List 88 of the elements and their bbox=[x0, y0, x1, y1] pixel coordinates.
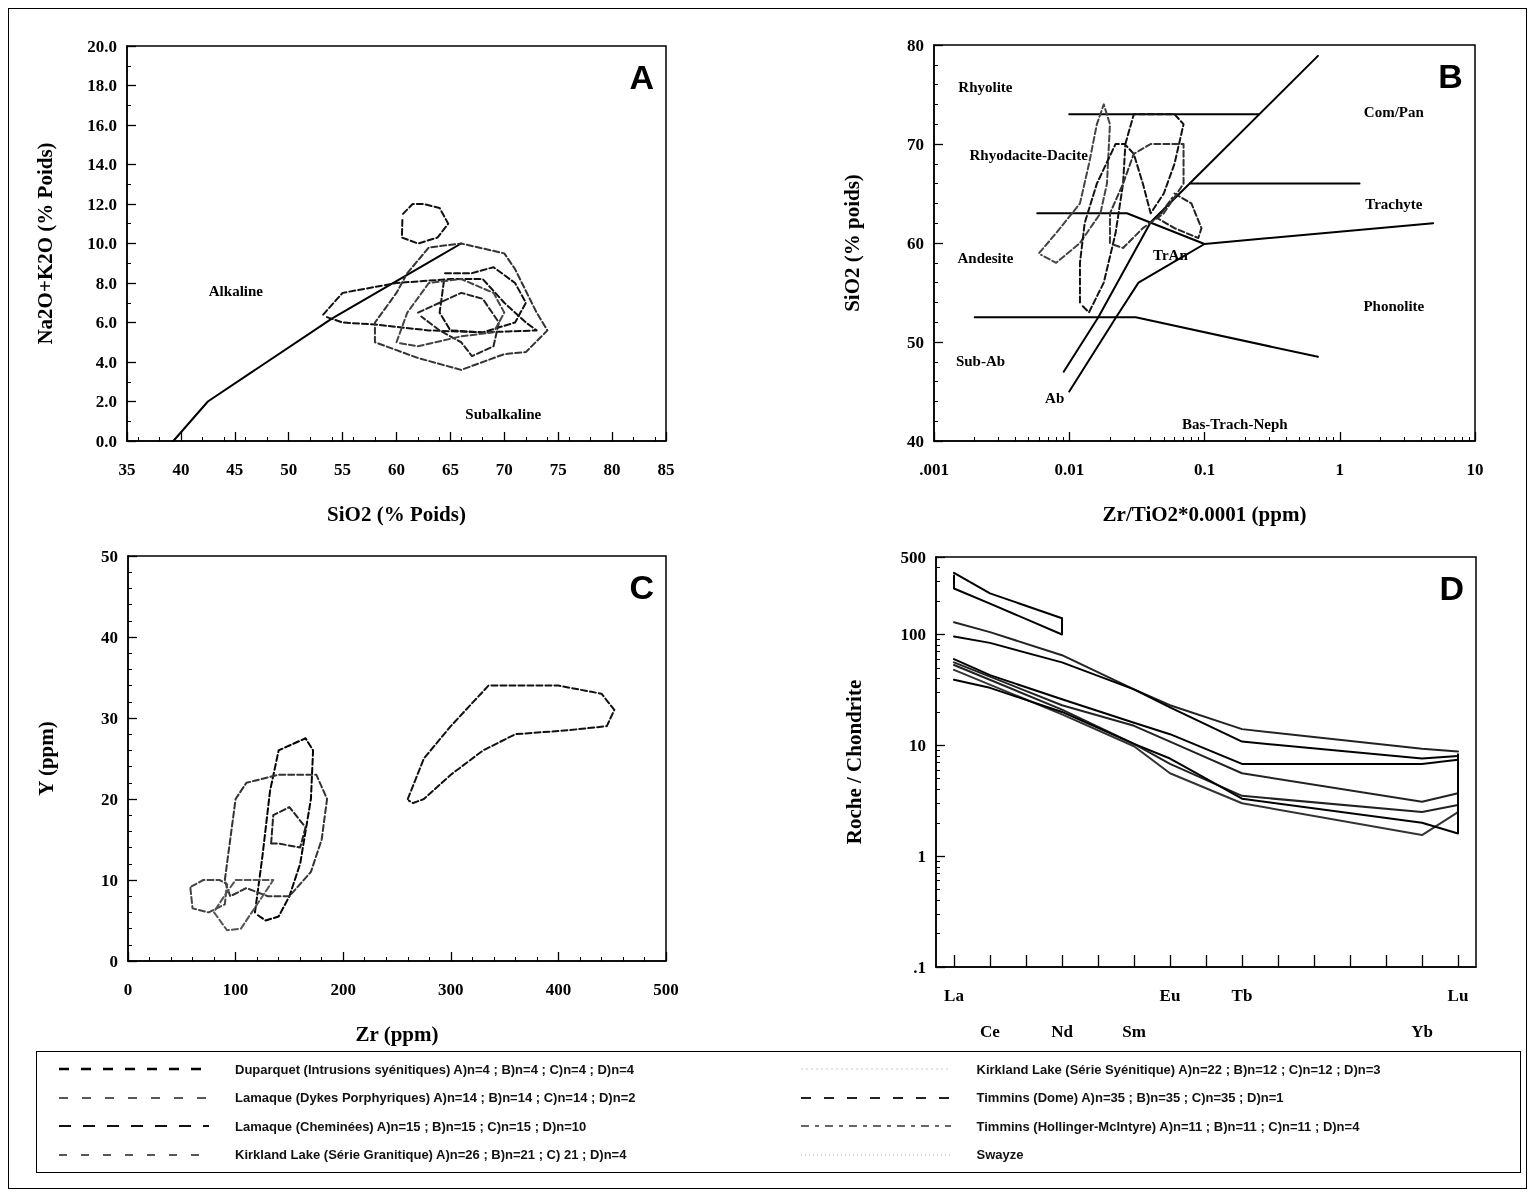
y-tick-label: 20 bbox=[101, 789, 118, 809]
annotation: D bbox=[1439, 569, 1464, 608]
x-tick-label: 0.01 bbox=[1054, 459, 1085, 479]
y-tick-label: 40 bbox=[101, 627, 118, 647]
y-tick-label: 40 bbox=[907, 431, 924, 451]
x-tick-label: .001 bbox=[919, 459, 949, 479]
y-axis-title: Y (ppm) bbox=[33, 721, 58, 796]
y-tick-label: 10 bbox=[101, 870, 118, 890]
x-tick-label: 75 bbox=[549, 459, 567, 479]
annotation: Bas-Trach-Neph bbox=[1182, 415, 1289, 432]
x-tick-label: 0 bbox=[123, 979, 133, 999]
text: Lamaque (Dykes Porphyriques) A)n=14 ; B)n=14 ; C)n=14 ; D)n=2 bbox=[235, 1090, 636, 1106]
annotation: C bbox=[629, 567, 655, 606]
x-tick-label: 40 bbox=[172, 459, 190, 479]
x-tick-label: 50 bbox=[280, 459, 298, 479]
x-tick-label: 70 bbox=[495, 459, 513, 479]
x-tick-label: 60 bbox=[388, 459, 405, 479]
y-tick-label: 10 bbox=[909, 735, 926, 755]
text: Kirkland Lake (Série Syénitique) A)n=22 ; B)n=12 ; C)n=12 ; D)n=3 bbox=[976, 1061, 1381, 1077]
text: Lamaque (Cheminées) A)n=15 ; B)n=15 ; C)n=15 ; D)n=10 bbox=[235, 1118, 587, 1134]
y-tick-label: 16.0 bbox=[87, 115, 117, 135]
x-tick-label: 55 bbox=[334, 459, 352, 479]
y-tick-label: 70 bbox=[907, 134, 924, 154]
x-tick-label: Tb bbox=[1231, 985, 1253, 1005]
annotation: Ab bbox=[1045, 389, 1065, 406]
annotation: Subalkaline bbox=[465, 405, 542, 422]
annotation: Com/Pan bbox=[1363, 104, 1425, 121]
y-axis-title: Na2O+K2O (% Poids) bbox=[32, 142, 57, 345]
y-tick-label: 20.0 bbox=[87, 36, 117, 56]
x-tick-label: Lu bbox=[1447, 985, 1469, 1005]
x-tick-label: 85 bbox=[657, 459, 675, 479]
y-axis-title: Roche / Chondrite bbox=[841, 679, 866, 845]
text: Timmins (Dome) A)n=35 ; B)n=35 ; C)n=35 ; D)n=1 bbox=[976, 1090, 1284, 1106]
y-tick-label: 18.0 bbox=[87, 76, 117, 95]
annotation: Rhyolite bbox=[958, 78, 1013, 95]
x-tick-label: 0.1 bbox=[1193, 459, 1216, 479]
annotation: Trachyte bbox=[1365, 195, 1423, 212]
annotation: Phonolite bbox=[1363, 298, 1425, 315]
x-tick-label: Ce bbox=[980, 1021, 1001, 1041]
x-tick-label: Yb bbox=[1411, 1021, 1433, 1041]
y-axis-title: SiO2 (% poids) bbox=[839, 174, 864, 312]
x-tick-label: 200 bbox=[330, 979, 356, 999]
text: Timmins (Hollinger-McIntyre) A)n=11 ; B)n=11 ; C)n=11 ; D)n=4 bbox=[976, 1118, 1360, 1134]
text: Kirkland Lake (Série Granitique) A)n=26 ; B)n=21 ; C) 21 ; D)n=4 bbox=[235, 1147, 627, 1163]
y-tick-label: 10.0 bbox=[87, 234, 117, 253]
x-tick-label: 10 bbox=[1466, 459, 1484, 479]
x-tick-label: 35 bbox=[118, 459, 136, 479]
x-axis-title: Zr (ppm) bbox=[355, 1021, 439, 1046]
annotation: TrAn bbox=[1153, 246, 1189, 263]
x-tick-label: Nd bbox=[1051, 1021, 1074, 1041]
annotation: Sub-Ab bbox=[955, 353, 1006, 370]
x-axis-title: Zr/TiO2*0.0001 (ppm) bbox=[1102, 501, 1307, 526]
x-tick-label: 45 bbox=[226, 459, 244, 479]
x-tick-label: 65 bbox=[441, 459, 459, 479]
text: Duparquet (Intrusions syénitiques) A)n=4 ; B)n=4 ; C)n=4 ; D)n=4 bbox=[235, 1061, 634, 1077]
y-tick-label: .1 bbox=[913, 957, 926, 977]
x-tick-label: 1 bbox=[1335, 459, 1344, 479]
annotation: A bbox=[629, 57, 655, 96]
y-tick-label: 1 bbox=[917, 846, 926, 866]
x-tick-label: 80 bbox=[603, 459, 621, 479]
annotation: Rhyodacite-Dacite bbox=[969, 146, 1089, 163]
y-tick-label: 6.0 bbox=[95, 313, 117, 332]
y-tick-label: 12.0 bbox=[87, 194, 117, 214]
y-tick-label: 80 bbox=[907, 35, 924, 55]
x-tick-label: Sm bbox=[1122, 1021, 1146, 1041]
y-tick-label: 500 bbox=[900, 547, 926, 567]
y-tick-label: 0 bbox=[109, 951, 118, 971]
y-tick-label: 4.0 bbox=[95, 352, 117, 372]
x-tick-label: La bbox=[944, 985, 965, 1005]
x-tick-label: Eu bbox=[1159, 985, 1181, 1005]
y-tick-label: 14.0 bbox=[87, 155, 117, 174]
y-tick-label: 50 bbox=[101, 546, 118, 566]
y-tick-label: 2.0 bbox=[95, 392, 117, 411]
x-tick-label: 100 bbox=[222, 979, 249, 999]
x-axis-title: SiO2 (% Poids) bbox=[327, 501, 466, 526]
annotation: Andesite bbox=[957, 249, 1014, 266]
y-tick-label: 0.0 bbox=[95, 431, 117, 451]
annotation: Alkaline bbox=[208, 282, 264, 299]
annotation: B bbox=[1438, 57, 1463, 96]
y-tick-label: 100 bbox=[900, 624, 926, 644]
y-tick-label: 8.0 bbox=[95, 273, 117, 293]
x-tick-label: 400 bbox=[545, 979, 572, 999]
text: Swayze bbox=[976, 1147, 1024, 1163]
x-tick-label: 500 bbox=[653, 979, 679, 999]
x-tick-label: 300 bbox=[438, 979, 464, 999]
y-tick-label: 60 bbox=[907, 233, 924, 253]
y-tick-label: 30 bbox=[101, 708, 118, 728]
y-tick-label: 50 bbox=[907, 332, 924, 352]
